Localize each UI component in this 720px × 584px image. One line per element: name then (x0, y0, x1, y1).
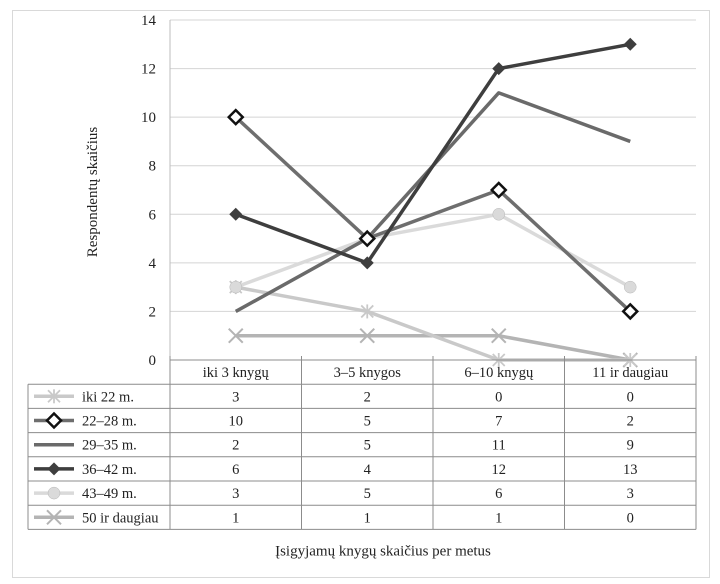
data-point-s5-2 (491, 328, 507, 344)
data-point-s1-2 (489, 181, 508, 199)
x-axis-title: Įsigyjamų knygų skaičius per metus (275, 543, 491, 559)
table-value-cell: 6 (232, 462, 239, 478)
x-category-label: iki 3 knygų (203, 365, 270, 381)
table-value-cell: 1 (364, 510, 371, 526)
table-value-cell: 0 (627, 510, 634, 526)
y-tick-label: 14 (141, 13, 157, 29)
y-axis-title: Respondentų skaičius (85, 127, 101, 258)
data-point-s4-0 (229, 280, 242, 294)
series-line-2 (234, 91, 631, 313)
x-category-label: 3–5 knygos (334, 365, 402, 381)
table-value-cell: 0 (495, 389, 502, 405)
table-value-cell: 4 (364, 462, 372, 478)
series-line-1 (234, 115, 632, 313)
data-point-s1-0 (226, 108, 245, 126)
legend-series-name: 50 ir daugiau (82, 510, 159, 526)
legend-series-name: 29–35 m. (82, 438, 137, 454)
table-value-cell: 10 (229, 414, 244, 430)
data-point-s5-1 (359, 328, 375, 344)
series-line-4 (235, 212, 632, 289)
table-value-cell: 7 (495, 414, 502, 430)
data-point-s3-3 (623, 37, 637, 51)
data-point-s5-0 (228, 328, 244, 344)
x-category-label: 6–10 knygų (464, 365, 534, 381)
x-category-label: 11 ir daugiau (592, 365, 668, 381)
series-line-3 (235, 42, 631, 265)
table-value-cell: 3 (232, 486, 239, 502)
table-value-cell: 5 (364, 438, 371, 454)
data-point-s3-0 (229, 207, 243, 221)
table-value-cell: 12 (492, 462, 507, 478)
y-tick-label: 6 (149, 207, 157, 223)
table-value-cell: 6 (495, 486, 502, 502)
table-value-cell: 9 (627, 438, 634, 454)
legend-series-name: 43–49 m. (82, 486, 137, 502)
chart-frame (12, 10, 710, 578)
table-value-cell: 13 (623, 462, 638, 478)
data-point-s3-1 (360, 256, 374, 270)
table-value-cell: 3 (627, 486, 634, 502)
y-tick-label: 4 (149, 256, 157, 272)
table-value-cell: 11 (492, 438, 506, 454)
legend-key-marker-3 (47, 462, 61, 476)
data-point-s4-2 (492, 208, 505, 221)
legend-series-name: 36–42 m. (82, 462, 137, 478)
legend-key-marker-4 (47, 486, 61, 500)
table-value-cell: 5 (364, 414, 371, 430)
legend-key-marker-1 (45, 411, 63, 430)
legend-key-marker-5 (46, 509, 62, 526)
data-point-s0-1 (360, 304, 374, 319)
table-value-cell: 2 (364, 389, 371, 405)
legend-series-name: 22–28 m. (82, 414, 137, 430)
table-value-cell: 3 (232, 389, 239, 405)
y-tick-label: 0 (149, 353, 157, 369)
y-tick-label: 2 (149, 304, 157, 320)
data-point-s1-1 (358, 229, 377, 248)
table-value-cell: 2 (232, 438, 239, 454)
legend-key-marker-0 (47, 389, 61, 404)
data-point-s4-3 (624, 280, 637, 294)
table-value-cell: 0 (627, 389, 634, 405)
table-value-cell: 1 (232, 510, 239, 526)
table-value-cell: 1 (495, 510, 502, 526)
data-point-s3-2 (492, 62, 506, 76)
y-tick-label: 12 (141, 62, 156, 78)
table-value-cell: 2 (627, 414, 634, 430)
y-tick-label: 10 (141, 110, 156, 126)
table-value-cell: 5 (364, 486, 371, 502)
legend-series-name: iki 22 m. (82, 389, 134, 405)
y-tick-label: 8 (149, 159, 157, 175)
data-point-s1-3 (621, 302, 640, 321)
